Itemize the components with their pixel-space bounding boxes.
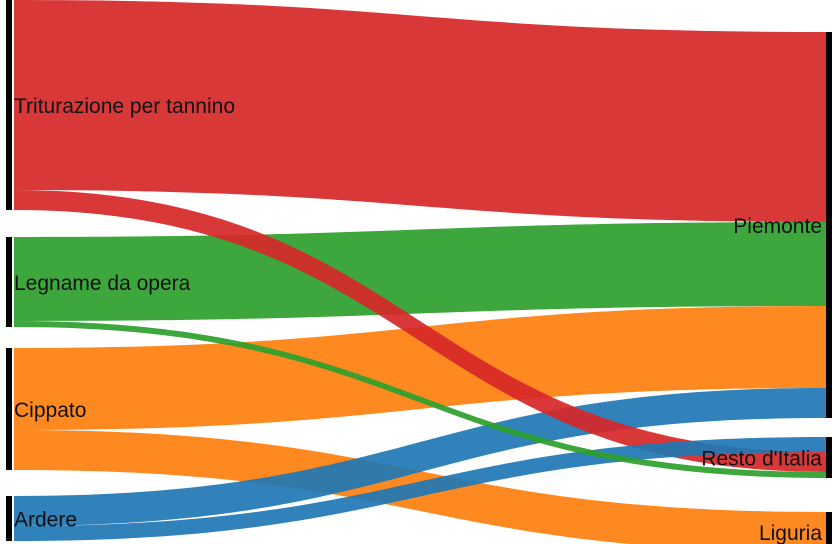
label-legname-da-opera: Legname da opera [14, 272, 191, 295]
label-piemonte: Piemonte [733, 215, 822, 238]
node-legname-da-opera [6, 237, 12, 327]
node-resto-d-italia [826, 437, 832, 478]
node-ardere [6, 496, 12, 541]
label-cippato: Cippato [14, 399, 86, 422]
link-ardere-to-piemonte [14, 388, 826, 526]
node-triturazione-per-tannino [6, 0, 12, 210]
label-liguria: Liguria [759, 522, 822, 544]
sankey-nodes [6, 0, 832, 544]
link-ardere-to-resto-d-italia [14, 437, 826, 541]
sankey-labels: Triturazione per tannino Legname da opera… [14, 95, 822, 544]
node-cippato [6, 348, 12, 470]
label-ardere: Ardere [14, 509, 77, 532]
link-legname-da-opera-to-resto-d-italia [14, 321, 826, 478]
link-triturazione-per-tannino-to-resto-d-italia [14, 190, 826, 472]
node-liguria [826, 512, 832, 544]
label-triturazione-per-tannino: Triturazione per tannino [14, 95, 235, 118]
label-resto-d-italia: Resto d'Italia [701, 448, 822, 471]
node-piemonte [826, 32, 832, 418]
link-cippato-to-piemonte [14, 306, 826, 430]
sankey-links [14, 0, 826, 544]
link-legname-da-opera-to-piemonte [14, 222, 826, 321]
link-triturazione-per-tannino-to-piemonte [14, 0, 826, 222]
